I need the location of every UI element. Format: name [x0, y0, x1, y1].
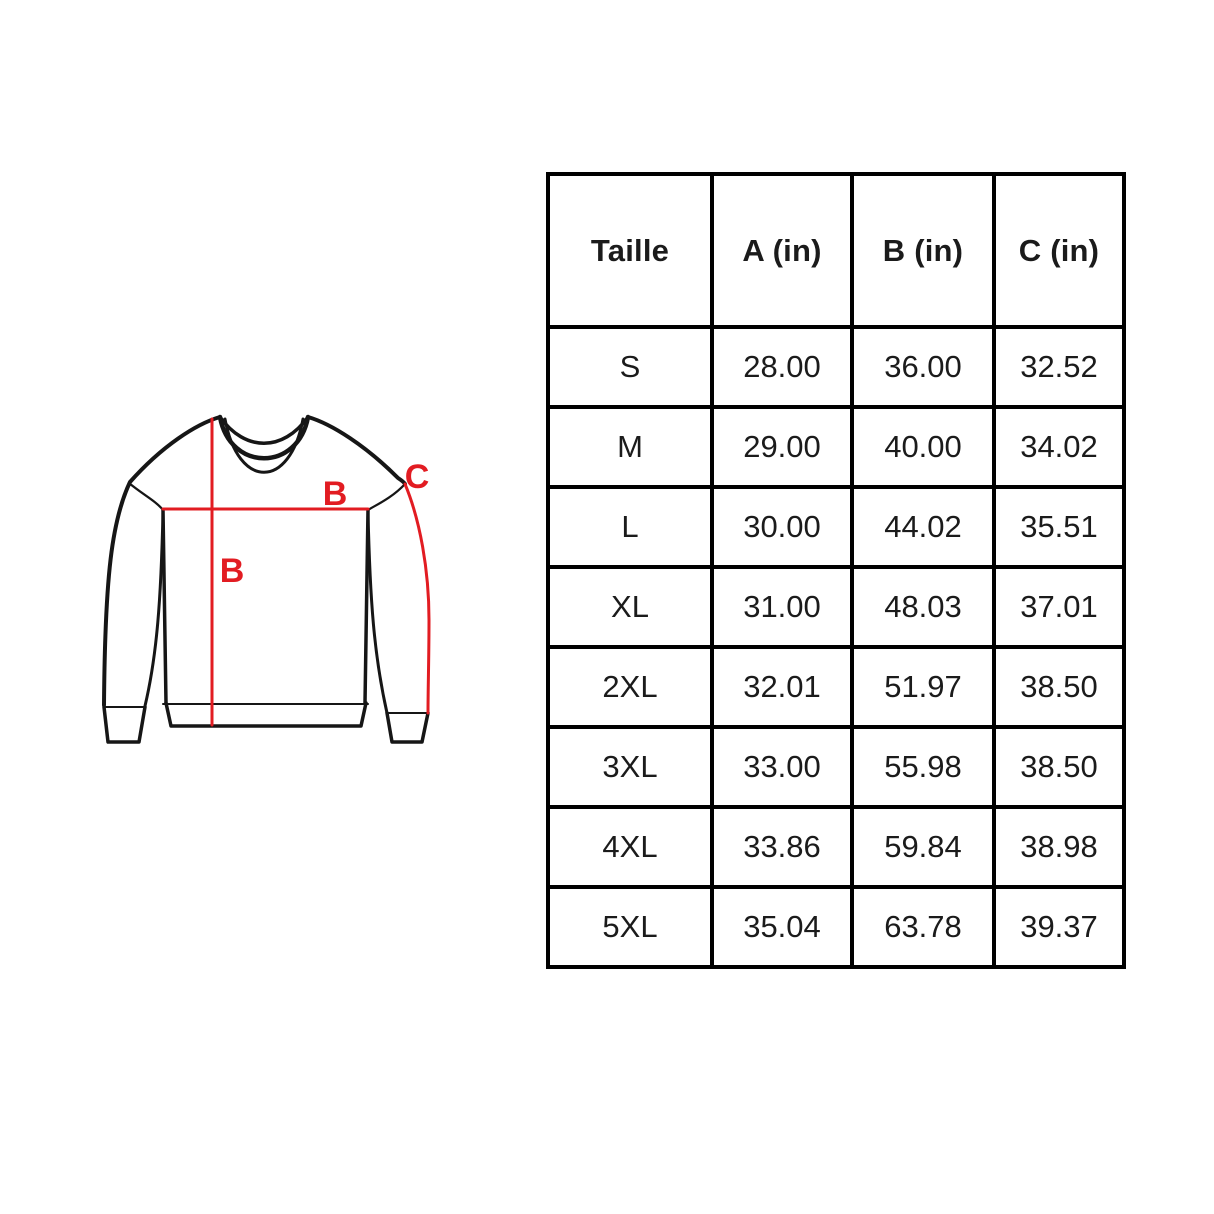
cell-size: L: [546, 485, 714, 569]
cell-size: XL: [546, 565, 714, 649]
sweatshirt-left-sleeve-inner-seam: [143, 510, 165, 708]
sweatshirt-collar-inner-arc: [223, 417, 305, 474]
cell-a: 33.00: [710, 725, 854, 809]
cell-b: 51.97: [850, 645, 996, 729]
cell-b: 36.00: [850, 325, 996, 409]
measure-line-c-sleeve: [403, 482, 431, 715]
sweatshirt-left-cuff: [102, 705, 147, 744]
col-header-b-in: B (in): [850, 172, 996, 329]
table-row-3xl: 3XL 33.00 55.98 38.50: [546, 725, 1126, 809]
sweatshirt-diagram-svg: B B C: [102, 414, 431, 744]
table-row-l: L 30.00 44.02 35.51: [546, 485, 1126, 569]
cell-a: 33.86: [710, 805, 854, 889]
sweatshirt-left-shoulder-sleeve-outline: [102, 415, 222, 707]
sweatshirt-right-shoulder-outline: [306, 415, 407, 486]
sweatshirt-left-armhole-seam: [127, 481, 165, 512]
cell-b: 55.98: [850, 725, 996, 809]
cell-size: M: [546, 405, 714, 489]
sweatshirt-diagram: B B C: [85, 395, 455, 765]
cell-c: 37.01: [992, 565, 1126, 649]
cell-size: 3XL: [546, 725, 714, 809]
cell-a: 29.00: [710, 405, 854, 489]
table-row-s: S 28.00 36.00 32.52: [546, 325, 1126, 409]
cell-b: 63.78: [850, 885, 996, 969]
table-row-4xl: 4XL 33.86 59.84 38.98: [546, 805, 1126, 889]
cell-a: 30.00: [710, 485, 854, 569]
sweatshirt-right-sleeve-inner-seam: [366, 510, 389, 715]
col-header-taille: Taille: [546, 172, 714, 329]
measure-label-b-chest: B: [323, 475, 348, 513]
cell-c: 32.52: [992, 325, 1126, 409]
cell-b: 59.84: [850, 805, 996, 889]
table-row-xl: XL 31.00 48.03 37.01: [546, 565, 1126, 649]
cell-a: 28.00: [710, 325, 854, 409]
size-table-header-row: Taille A (in) B (in) C (in): [546, 172, 1126, 329]
cell-a: 35.04: [710, 885, 854, 969]
cell-b: 44.02: [850, 485, 996, 569]
table-row-m: M 29.00 40.00 34.02: [546, 405, 1126, 489]
size-table-header: Taille A (in) B (in) C (in): [546, 172, 1126, 329]
col-header-a-in: A (in): [710, 172, 854, 329]
size-table-body: S 28.00 36.00 32.52 M 29.00 40.00 34.02 …: [546, 325, 1126, 969]
cell-c: 39.37: [992, 885, 1126, 969]
cell-c: 34.02: [992, 405, 1126, 489]
cell-size: 2XL: [546, 645, 714, 729]
sweatshirt-collar-top-arc: [218, 415, 310, 445]
cell-c: 35.51: [992, 485, 1126, 569]
cell-c: 38.50: [992, 725, 1126, 809]
cell-c: 38.50: [992, 645, 1126, 729]
sweatshirt-collar-outer-arc: [217, 414, 311, 461]
col-header-c-in: C (in): [992, 172, 1126, 329]
size-table: Taille A (in) B (in) C (in) S 28.00 36.0…: [546, 172, 1126, 969]
table-row-5xl: 5XL 35.04 63.78 39.37: [546, 885, 1126, 969]
cell-b: 48.03: [850, 565, 996, 649]
cell-a: 32.01: [710, 645, 854, 729]
cell-size: 4XL: [546, 805, 714, 889]
cell-a: 31.00: [710, 565, 854, 649]
sweatshirt-hem-band: [164, 701, 368, 728]
measure-label-c-sleeve: C: [405, 458, 430, 496]
cell-c: 38.98: [992, 805, 1126, 889]
table-row-2xl: 2XL 32.01 51.97 38.50: [546, 645, 1126, 729]
cell-size: S: [546, 325, 714, 409]
measure-label-b-length: B: [220, 552, 245, 590]
sweatshirt-right-armhole-seam: [366, 482, 407, 512]
cell-b: 40.00: [850, 405, 996, 489]
cell-size: 5XL: [546, 885, 714, 969]
sweatshirt-right-cuff: [385, 711, 430, 744]
